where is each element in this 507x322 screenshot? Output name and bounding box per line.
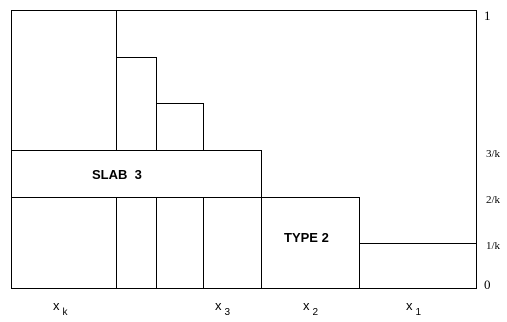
tick-1k: 1/k	[486, 240, 501, 252]
tick-2k: 2/k	[486, 194, 501, 206]
x1-block	[359, 243, 477, 289]
label-x1-sub: 1	[416, 307, 422, 318]
step-block-1	[116, 57, 157, 151]
tick-0: 0	[484, 277, 491, 292]
slab-label: SLAB 3	[92, 167, 142, 182]
type-label: TYPE 2	[284, 230, 329, 245]
outer-frame	[11, 10, 477, 289]
label-x2-sub: 2	[313, 307, 319, 318]
tick-1: 1	[484, 8, 491, 23]
label-x2-main: x	[303, 298, 310, 313]
tick-3k: 3/k	[486, 148, 501, 160]
label-xk-sub: k	[63, 307, 69, 318]
label-x3-main: x	[215, 298, 222, 313]
label-x1-main: x	[406, 298, 413, 313]
slab-3-band	[11, 150, 262, 198]
label-x3-sub: 3	[225, 307, 231, 318]
label-xk-main: x	[53, 298, 60, 313]
step-block-2	[156, 103, 204, 151]
